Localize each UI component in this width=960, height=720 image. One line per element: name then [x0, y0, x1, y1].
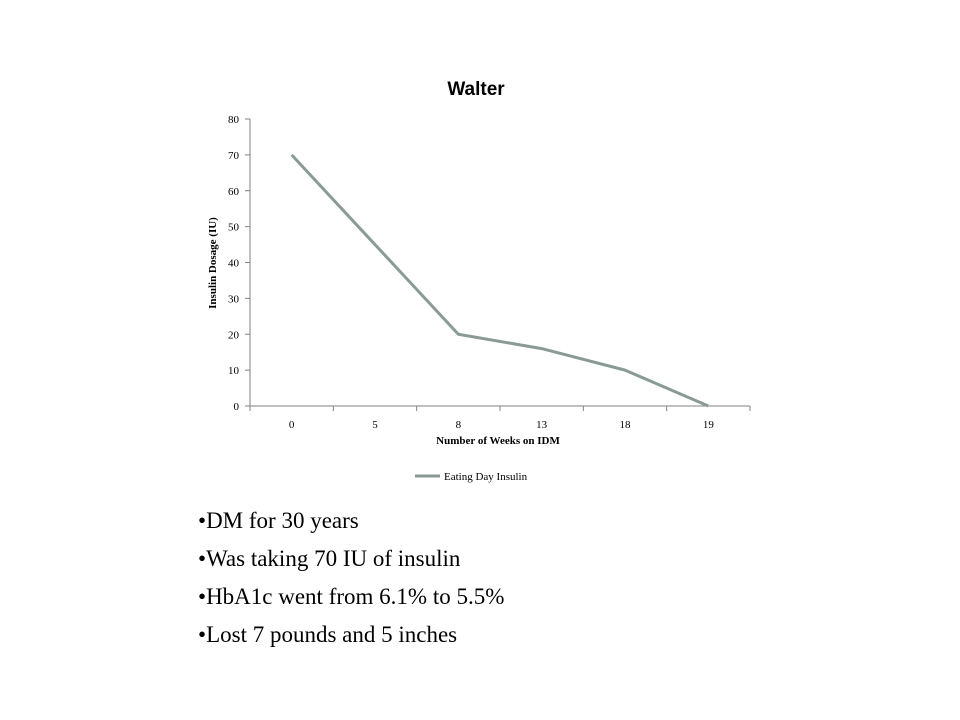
y-tick-label: 70	[228, 150, 240, 162]
bullet-item: Was taking 70 IU of insulin	[198, 540, 504, 578]
series-line	[290, 153, 709, 408]
y-tick-label: 40	[228, 258, 240, 270]
bullet-item: DM for 30 years	[198, 502, 504, 540]
series-group	[290, 153, 709, 408]
x-tick-label: 19	[703, 419, 715, 431]
legend: Eating Day Insulin	[415, 471, 528, 483]
bullet-item: HbA1c went from 6.1% to 5.5%	[198, 578, 504, 616]
x-axis-label: Number of Weeks on IDM	[436, 435, 560, 447]
x-tick-label: 0	[289, 419, 295, 431]
bullet-list: DM for 30 years Was taking 70 IU of insu…	[198, 502, 504, 654]
x-axis-ticks: 0 5 8 13 18 19	[249, 406, 751, 431]
y-tick-label: 30	[228, 293, 240, 305]
chart-title: Walter	[447, 79, 505, 100]
y-axis-ticks: 0 10 20 30 40 50 60 70 80	[228, 114, 250, 413]
line-chart: Walter 0 10 20 30 40 50 60 70 80 0 5 8 13 18 19 Insul…	[207, 79, 751, 483]
y-tick-label: 20	[228, 329, 240, 341]
y-tick-label: 80	[228, 114, 240, 126]
x-tick-label: 13	[536, 419, 548, 431]
x-tick-label: 8	[456, 419, 462, 431]
y-axis-label: Insulin Dosage (IU)	[207, 217, 219, 309]
y-tick-label: 50	[228, 222, 240, 234]
legend-label: Eating Day Insulin	[444, 471, 528, 483]
y-tick-label: 10	[228, 365, 240, 377]
x-tick-label: 5	[372, 419, 378, 431]
x-tick-label: 18	[620, 419, 632, 431]
y-tick-label: 60	[228, 186, 240, 198]
y-tick-label: 0	[234, 401, 240, 413]
bullet-item: Lost 7 pounds and 5 inches	[198, 616, 504, 654]
